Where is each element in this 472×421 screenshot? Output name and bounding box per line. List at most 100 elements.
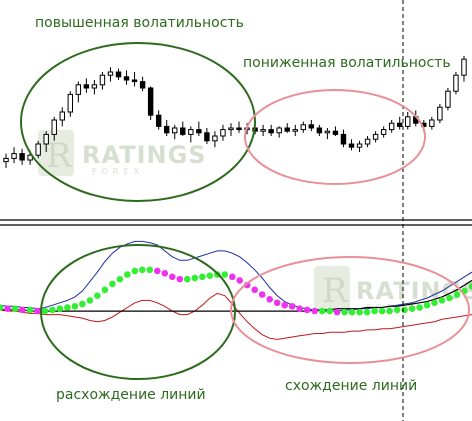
candle — [155, 110, 162, 130]
candle-body — [324, 130, 331, 134]
candle-body — [437, 106, 443, 121]
candle — [35, 140, 41, 159]
watermark-lower: R RATINGS FOREX — [314, 266, 472, 312]
candle — [300, 121, 307, 133]
candle — [107, 67, 114, 82]
middle-band-dot — [333, 308, 341, 316]
candle — [67, 91, 74, 117]
candle-body — [220, 129, 226, 137]
candle-body — [155, 114, 162, 127]
middle-band-dot — [4, 305, 11, 313]
candle-body — [115, 71, 122, 78]
watermark-brand: RATINGS — [82, 141, 207, 169]
middle-band-dot — [11, 305, 19, 313]
candle — [332, 126, 339, 136]
indicator-panel — [0, 240, 472, 340]
candle — [445, 88, 451, 111]
candle — [405, 112, 411, 130]
candle-body — [228, 127, 234, 131]
watermark-upper: R RATINGS FOREX — [38, 130, 207, 176]
middle-band-dot — [446, 294, 453, 302]
candle — [19, 148, 25, 165]
middle-band-dot — [86, 297, 94, 304]
middle-band-dot — [318, 307, 326, 315]
candle — [188, 126, 194, 143]
candle-body — [59, 111, 65, 121]
label-divergence: расхождение линий — [56, 387, 206, 403]
candle — [380, 126, 387, 138]
candle-body — [284, 127, 290, 132]
candle — [396, 116, 403, 130]
middle-band-dot — [408, 305, 416, 313]
candle-body — [3, 157, 9, 163]
middle-band-dot — [169, 273, 176, 281]
middle-band-dot — [229, 273, 236, 281]
candle — [212, 131, 218, 148]
candle — [276, 126, 282, 138]
middle-band-dot — [79, 300, 86, 308]
candle-body — [196, 129, 202, 134]
middle-band-dot — [161, 270, 169, 277]
candle-body — [461, 58, 467, 76]
middle-band-dot — [191, 274, 199, 282]
candle — [292, 124, 298, 136]
middle-band-dot — [431, 299, 438, 307]
middle-band-dot — [288, 303, 296, 310]
convergence-ellipse — [230, 256, 470, 364]
candle — [196, 121, 202, 136]
candle-body — [236, 127, 242, 131]
middle-band-dot — [251, 286, 258, 294]
middle-band-dot — [146, 266, 154, 274]
middle-band-dot — [416, 304, 423, 311]
candle-body — [380, 129, 387, 135]
candle-body — [172, 127, 178, 134]
candle — [228, 123, 234, 136]
middle-band-dot — [176, 275, 184, 283]
middle-band-dot — [0, 304, 4, 311]
candle-body — [348, 143, 355, 148]
low-volatility-ellipse — [244, 89, 426, 185]
candle — [59, 107, 65, 127]
middle-band-dot — [199, 273, 206, 281]
candle-body — [188, 129, 194, 135]
price-panel — [3, 56, 467, 168]
middle-band-dot — [154, 267, 161, 275]
candle-body — [83, 84, 90, 89]
watermark-logo-letter-2: R — [322, 271, 349, 311]
middle-band-dot — [236, 277, 243, 284]
candle-body — [35, 143, 41, 156]
middle-band-dot — [101, 286, 109, 294]
lower-band-line — [0, 292, 472, 340]
candle-body — [372, 133, 379, 140]
candle-body — [396, 122, 403, 127]
candle-body — [260, 129, 266, 132]
candle — [43, 131, 49, 152]
candle — [372, 131, 379, 143]
candle — [91, 80, 98, 95]
candle-body — [388, 122, 395, 131]
middle-band-dot — [401, 306, 408, 314]
candle — [3, 153, 9, 168]
candle — [348, 139, 355, 151]
middle-band-dot — [49, 306, 56, 314]
candle — [180, 121, 186, 136]
candle-body — [268, 129, 274, 134]
candle-body — [67, 93, 74, 113]
candle — [364, 136, 371, 148]
candle — [204, 128, 210, 144]
candle — [388, 120, 395, 133]
candle-body — [340, 133, 347, 145]
label-high-volatility: повышенная волатильность — [35, 15, 244, 31]
candle — [220, 124, 226, 141]
candle-body — [276, 127, 282, 134]
candle — [284, 123, 290, 133]
middle-band-dot — [34, 307, 41, 315]
label-convergence: схождение линий — [285, 378, 417, 394]
candle — [340, 129, 347, 148]
middle-band-dot — [139, 266, 146, 274]
candle-body — [51, 119, 57, 135]
middle-band-dot — [386, 307, 393, 315]
candle — [429, 116, 435, 130]
candle-body — [212, 135, 218, 142]
candle — [139, 76, 146, 92]
